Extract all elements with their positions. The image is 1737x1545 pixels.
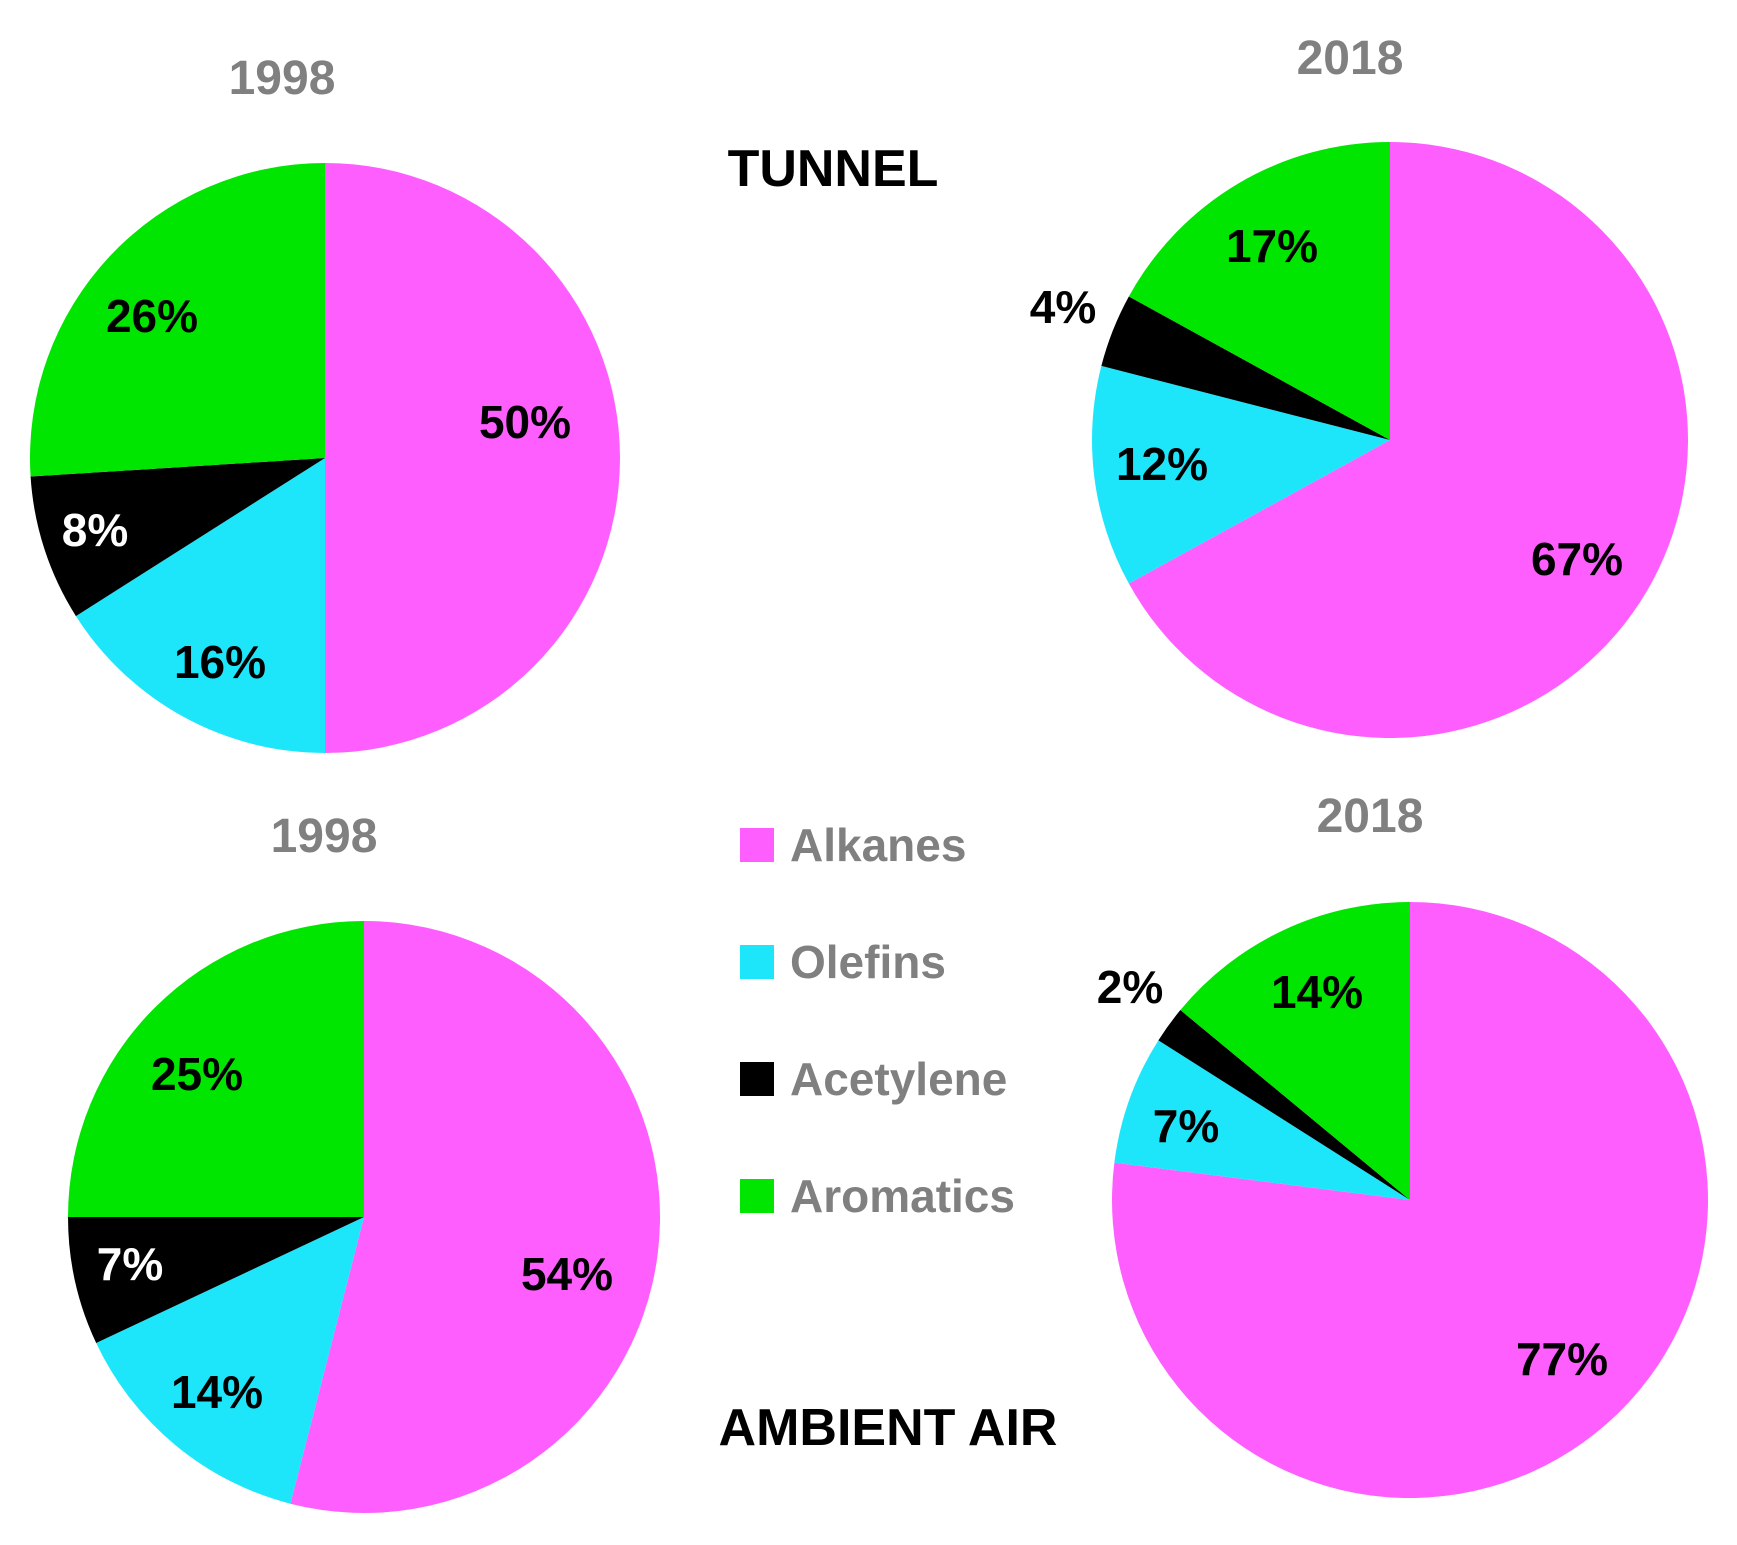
slice-label-tunnel-1998-aromatics: 26% bbox=[106, 290, 198, 342]
legend-swatch-aromatics bbox=[740, 1179, 774, 1213]
slice-label-ambient-2018-olefins: 7% bbox=[1153, 1100, 1219, 1152]
slice-label-tunnel-1998-olefins: 16% bbox=[174, 636, 266, 688]
slice-label-ambient-2018-aromatics: 14% bbox=[1271, 966, 1363, 1018]
tunnel-section-title: TUNNEL bbox=[728, 140, 939, 198]
pie-title-tunnel-1998: 1998 bbox=[229, 52, 336, 105]
pie-chart-tunnel-2018: 2018 67% 12% 4% 17% bbox=[1030, 32, 1689, 738]
slice-label-tunnel-2018-alkanes: 67% bbox=[1531, 533, 1623, 585]
slice-label-ambient-2018-alkanes: 77% bbox=[1516, 1333, 1608, 1385]
pie-slice-ambient-1998-aromatics bbox=[68, 921, 364, 1217]
slice-label-tunnel-1998-alkanes: 50% bbox=[479, 396, 571, 448]
pie-charts-group: 1998 50% 16% 8% 26% 2018 67% 12% 4% 17% 1998 54% 14%… bbox=[29, 32, 1709, 1513]
pie-slice-tunnel-2018-acetylene bbox=[1101, 296, 1390, 440]
pie-slice-tunnel-2018-alkanes bbox=[1128, 142, 1689, 738]
pie-slice-ambient-1998-alkanes bbox=[290, 921, 661, 1513]
pie-slice-ambient-2018-acetylene bbox=[1158, 1010, 1410, 1200]
slice-label-tunnel-2018-olefins: 12% bbox=[1116, 438, 1208, 490]
pie-chart-tunnel-1998: 1998 50% 16% 8% 26% bbox=[29, 52, 620, 753]
legend-item-olefins: Olefins bbox=[740, 936, 946, 988]
slice-label-ambient-1998-acetylene: 7% bbox=[97, 1238, 163, 1290]
pie-slice-ambient-2018-olefins bbox=[1114, 1040, 1410, 1200]
legend-item-alkanes: Alkanes bbox=[740, 819, 966, 871]
legend-label-olefins: Olefins bbox=[790, 936, 946, 988]
legend-item-acetylene: Acetylene bbox=[740, 1053, 1007, 1105]
pie-slice-tunnel-2018-olefins bbox=[1091, 365, 1390, 584]
legend-label-alkanes: Alkanes bbox=[790, 819, 966, 871]
legend-swatch-alkanes bbox=[740, 828, 774, 862]
slice-label-tunnel-1998-acetylene: 8% bbox=[62, 504, 128, 556]
pie-slice-ambient-2018-aromatics bbox=[1180, 902, 1410, 1200]
pie-title-ambient-1998: 1998 bbox=[271, 810, 378, 863]
pie-slice-tunnel-1998-olefins bbox=[75, 458, 325, 753]
legend-swatch-olefins bbox=[740, 945, 774, 979]
slice-label-ambient-2018-acetylene: 2% bbox=[1097, 961, 1163, 1013]
pie-chart-ambient-1998: 1998 54% 14% 7% 25% bbox=[68, 810, 661, 1513]
pie-slice-ambient-1998-olefins bbox=[96, 1217, 365, 1504]
pie-slice-ambient-1998-acetylene bbox=[68, 1217, 364, 1344]
slice-label-ambient-1998-alkanes: 54% bbox=[521, 1248, 613, 1300]
legend-label-acetylene: Acetylene bbox=[790, 1053, 1007, 1105]
pie-slice-tunnel-1998-aromatics bbox=[29, 163, 326, 477]
ambient-air-section-title: AMBIENT AIR bbox=[719, 1399, 1058, 1457]
pie-title-tunnel-2018: 2018 bbox=[1297, 32, 1404, 85]
legend-swatch-acetylene bbox=[740, 1062, 774, 1096]
pie-slice-tunnel-2018-aromatics bbox=[1128, 142, 1390, 440]
legend-item-aromatics: Aromatics bbox=[740, 1170, 1015, 1222]
pie-slice-tunnel-1998-acetylene bbox=[30, 458, 326, 617]
pie-title-ambient-2018: 2018 bbox=[1317, 790, 1424, 843]
pie-slice-tunnel-1998-alkanes bbox=[325, 163, 620, 753]
slice-label-ambient-1998-olefins: 14% bbox=[171, 1366, 263, 1418]
slice-label-tunnel-2018-aromatics: 17% bbox=[1226, 220, 1318, 272]
legend: Alkanes Olefins Acetylene Aromatics bbox=[740, 819, 1015, 1222]
slice-label-tunnel-2018-acetylene: 4% bbox=[1030, 281, 1096, 333]
legend-label-aromatics: Aromatics bbox=[790, 1170, 1015, 1222]
slice-label-ambient-1998-aromatics: 25% bbox=[151, 1048, 243, 1100]
pie-chart-ambient-2018: 2018 77% 7% 2% 14% bbox=[1097, 790, 1709, 1499]
